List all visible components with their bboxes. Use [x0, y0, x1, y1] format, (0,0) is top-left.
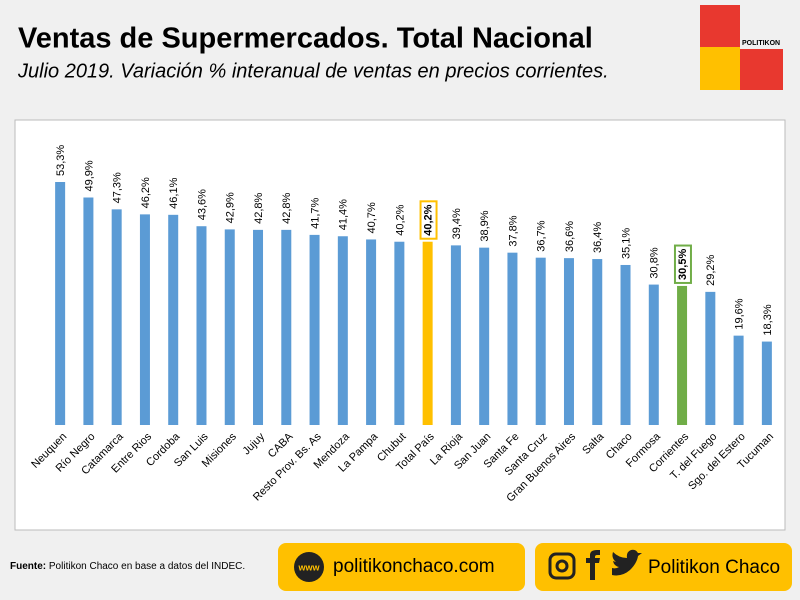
bar: [507, 252, 518, 425]
value-label: 42,9%: [225, 192, 237, 223]
source-text: Politikon Chaco en base a datos del INDE…: [49, 561, 245, 572]
value-label: 36,7%: [536, 220, 548, 251]
bar: [563, 258, 574, 425]
bar: [253, 229, 264, 425]
bar: [83, 197, 94, 425]
website[interactable]: politikonchaco.com: [333, 556, 495, 577]
value-label: 40,2%: [394, 204, 406, 235]
bar: [196, 226, 207, 425]
website-badge[interactable]: [278, 543, 525, 591]
bar: [309, 234, 320, 425]
bar: [422, 241, 433, 425]
bar: [620, 264, 631, 425]
instagram-icon[interactable]: [548, 552, 576, 580]
bar: [450, 245, 461, 425]
value-label-box: [419, 200, 438, 240]
bar: [733, 335, 744, 425]
logo-text: POLITIKON: [742, 40, 780, 47]
bar: [705, 291, 716, 425]
twitter-icon[interactable]: [612, 549, 642, 576]
value-label-box: [673, 244, 692, 284]
value-label: 29,2%: [705, 254, 717, 285]
bar: [111, 209, 122, 425]
social-name[interactable]: Politikon Chaco: [648, 557, 780, 578]
value-label: 39,4%: [451, 208, 463, 239]
www-icon-text: www: [297, 562, 320, 572]
value-label: 41,4%: [338, 199, 350, 230]
value-label: 47,3%: [112, 172, 124, 203]
facebook-icon[interactable]: [586, 550, 600, 580]
value-label: 46,2%: [140, 177, 152, 208]
value-label: 42,8%: [253, 192, 265, 223]
value-label: 46,1%: [168, 177, 180, 208]
logo-square: [700, 47, 740, 90]
value-label: 43,6%: [196, 189, 208, 220]
bar: [648, 284, 659, 425]
value-label: 40,2%: [423, 204, 435, 235]
bar: [139, 214, 150, 425]
value-label: 36,4%: [592, 222, 604, 253]
bar: [281, 229, 292, 425]
value-label: 19,6%: [734, 298, 746, 329]
instagram-icon-lens: [555, 559, 569, 573]
chart-title: Ventas de Supermercados. Total Nacional: [18, 23, 593, 55]
value-label: 41,7%: [309, 197, 321, 228]
value-label: 30,5%: [677, 249, 689, 280]
bar: [168, 214, 179, 425]
bar: [55, 182, 66, 425]
source: Fuente: Politikon Chaco en base a datos …: [10, 561, 245, 572]
bar: [677, 285, 688, 425]
value-label: 36,6%: [564, 221, 576, 252]
bar: [592, 259, 603, 425]
value-label: 49,9%: [83, 160, 95, 191]
bar: [479, 247, 490, 425]
value-label: 40,7%: [366, 202, 378, 233]
value-label: 18,3%: [762, 304, 774, 335]
bar: [366, 239, 377, 425]
chart-subtitle: Julio 2019. Variación % interanual de ve…: [17, 60, 609, 82]
value-label: 42,8%: [281, 192, 293, 223]
bar: [761, 341, 772, 425]
bar: [535, 257, 546, 425]
logo: POLITIKON: [700, 5, 783, 90]
bar: [337, 236, 348, 425]
www-icon: [294, 552, 324, 582]
value-label: 30,8%: [649, 247, 661, 278]
logo-square: [740, 49, 783, 90]
value-label: 53,3%: [55, 145, 67, 176]
value-label: 37,8%: [507, 215, 519, 246]
bar: [224, 229, 235, 425]
logo-square: [700, 5, 740, 47]
source-label: Fuente:: [10, 561, 46, 572]
value-label: 35,1%: [620, 228, 632, 259]
value-label: 38,9%: [479, 210, 491, 241]
bar: [394, 241, 405, 425]
